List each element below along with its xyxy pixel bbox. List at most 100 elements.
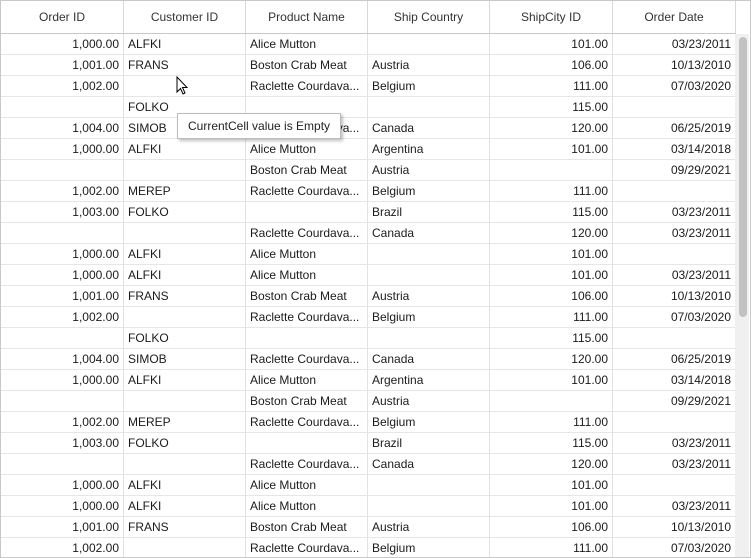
- cell-customer-id[interactable]: [124, 538, 246, 557]
- cell-order-id[interactable]: 1,000.00: [1, 496, 124, 517]
- table-row[interactable]: 1,000.00 ALFKI Alice Mutton 101.00: [1, 475, 736, 496]
- cell-order-id[interactable]: 1,004.00: [1, 118, 124, 139]
- cell-shipcity-id[interactable]: 101.00: [490, 475, 613, 496]
- cell-product-name[interactable]: Alice Mutton: [246, 139, 368, 160]
- column-header-customer-id[interactable]: Customer ID: [124, 1, 246, 33]
- cell-shipcity-id[interactable]: 120.00: [490, 454, 613, 475]
- scrollbar-thumb[interactable]: [739, 37, 747, 317]
- cell-customer-id[interactable]: [124, 307, 246, 328]
- cell-order-date[interactable]: [613, 244, 736, 265]
- cell-customer-id[interactable]: FRANS: [124, 55, 246, 76]
- cell-product-name[interactable]: Raclette Courdava...: [246, 181, 368, 202]
- cell-ship-country[interactable]: Brazil: [368, 202, 490, 223]
- cell-order-date[interactable]: 03/14/2018: [613, 370, 736, 391]
- cell-order-date[interactable]: 03/23/2011: [613, 34, 736, 55]
- cell-shipcity-id[interactable]: 101.00: [490, 496, 613, 517]
- table-row[interactable]: 1,000.00 ALFKI Alice Mutton Argentina 101.00…: [1, 370, 736, 391]
- table-row[interactable]: Raclette Courdava... Canada 120.00 03/23/20…: [1, 454, 736, 475]
- cell-product-name[interactable]: Alice Mutton: [246, 244, 368, 265]
- cell-shipcity-id[interactable]: 101.00: [490, 370, 613, 391]
- cell-shipcity-id[interactable]: 111.00: [490, 307, 613, 328]
- table-row[interactable]: 1,000.00 ALFKI Alice Mutton 101.00: [1, 244, 736, 265]
- cell-ship-country[interactable]: Brazil: [368, 433, 490, 454]
- table-row[interactable]: Boston Crab Meat Austria 09/29/2021: [1, 160, 736, 181]
- column-header-shipcity-id[interactable]: ShipCity ID: [490, 1, 613, 33]
- cell-ship-country[interactable]: Austria: [368, 286, 490, 307]
- cell-ship-country[interactable]: Argentina: [368, 370, 490, 391]
- cell-shipcity-id[interactable]: 115.00: [490, 97, 613, 118]
- cell-order-id[interactable]: [1, 97, 124, 118]
- cell-ship-country[interactable]: [368, 475, 490, 496]
- cell-customer-id[interactable]: ALFKI: [124, 265, 246, 286]
- cell-customer-id[interactable]: ALFKI: [124, 370, 246, 391]
- cell-order-id[interactable]: 1,001.00: [1, 517, 124, 538]
- cell-product-name[interactable]: Raclette Courdava...: [246, 412, 368, 433]
- cell-ship-country[interactable]: [368, 265, 490, 286]
- cell-customer-id[interactable]: FOLKO: [124, 328, 246, 349]
- table-row[interactable]: 1,002.00 Raclette Courdava... Belgium 111.0…: [1, 76, 736, 97]
- cell-customer-id[interactable]: [124, 223, 246, 244]
- cell-order-date[interactable]: [613, 475, 736, 496]
- column-header-ship-country[interactable]: Ship Country: [368, 1, 490, 33]
- cell-ship-country[interactable]: [368, 244, 490, 265]
- cell-order-id[interactable]: [1, 328, 124, 349]
- cell-ship-country[interactable]: [368, 328, 490, 349]
- cell-order-date[interactable]: 07/03/2020: [613, 538, 736, 557]
- cell-order-id[interactable]: 1,002.00: [1, 412, 124, 433]
- cell-ship-country[interactable]: Austria: [368, 391, 490, 412]
- cell-order-date[interactable]: 09/29/2021: [613, 160, 736, 181]
- cell-shipcity-id[interactable]: 106.00: [490, 55, 613, 76]
- cell-product-name[interactable]: Boston Crab Meat: [246, 55, 368, 76]
- cell-order-date[interactable]: 07/03/2020: [613, 307, 736, 328]
- cell-order-id[interactable]: 1,000.00: [1, 475, 124, 496]
- cell-customer-id[interactable]: [124, 76, 246, 97]
- cell-order-id[interactable]: 1,000.00: [1, 265, 124, 286]
- table-row[interactable]: 1,002.00 Raclette Courdava... Belgium 111.0…: [1, 538, 736, 557]
- cell-ship-country[interactable]: Belgium: [368, 412, 490, 433]
- cell-order-date[interactable]: 03/23/2011: [613, 433, 736, 454]
- cell-shipcity-id[interactable]: 111.00: [490, 76, 613, 97]
- cell-shipcity-id[interactable]: 101.00: [490, 265, 613, 286]
- cell-order-date[interactable]: 06/25/2019: [613, 118, 736, 139]
- cell-order-date[interactable]: [613, 181, 736, 202]
- cell-order-id[interactable]: 1,001.00: [1, 286, 124, 307]
- cell-shipcity-id[interactable]: 120.00: [490, 349, 613, 370]
- cell-shipcity-id[interactable]: [490, 391, 613, 412]
- column-header-product-name[interactable]: Product Name: [246, 1, 368, 33]
- cell-order-id[interactable]: 1,002.00: [1, 538, 124, 557]
- cell-ship-country[interactable]: [368, 34, 490, 55]
- cell-customer-id[interactable]: [124, 160, 246, 181]
- cell-customer-id[interactable]: ALFKI: [124, 244, 246, 265]
- cell-customer-id[interactable]: [124, 391, 246, 412]
- table-row[interactable]: FOLKO 115.00: [1, 97, 736, 118]
- cell-order-id[interactable]: [1, 391, 124, 412]
- cell-order-id[interactable]: 1,000.00: [1, 139, 124, 160]
- cell-order-id[interactable]: 1,002.00: [1, 307, 124, 328]
- cell-order-id[interactable]: 1,003.00: [1, 202, 124, 223]
- cell-customer-id[interactable]: FOLKO: [124, 433, 246, 454]
- cell-order-id[interactable]: 1,000.00: [1, 34, 124, 55]
- cell-shipcity-id[interactable]: 106.00: [490, 517, 613, 538]
- table-row[interactable]: 1,002.00 MEREP Raclette Courdava... Belgium…: [1, 181, 736, 202]
- cell-product-name[interactable]: Alice Mutton: [246, 34, 368, 55]
- cell-order-date[interactable]: 03/23/2011: [613, 496, 736, 517]
- cell-order-date[interactable]: [613, 412, 736, 433]
- cell-ship-country[interactable]: Belgium: [368, 181, 490, 202]
- cell-order-date[interactable]: 06/25/2019: [613, 349, 736, 370]
- cell-order-id[interactable]: [1, 454, 124, 475]
- cell-product-name[interactable]: Alice Mutton: [246, 475, 368, 496]
- cell-order-date[interactable]: 03/23/2011: [613, 223, 736, 244]
- cell-product-name[interactable]: [246, 433, 368, 454]
- cell-product-name[interactable]: Alice Mutton: [246, 265, 368, 286]
- cell-customer-id[interactable]: ALFKI: [124, 34, 246, 55]
- cell-customer-id[interactable]: ALFKI: [124, 139, 246, 160]
- cell-ship-country[interactable]: Canada: [368, 118, 490, 139]
- cell-product-name[interactable]: Raclette Courdava...: [246, 76, 368, 97]
- cell-product-name[interactable]: [246, 202, 368, 223]
- cell-order-date[interactable]: 07/03/2020: [613, 76, 736, 97]
- cell-order-id[interactable]: [1, 223, 124, 244]
- cell-ship-country[interactable]: [368, 97, 490, 118]
- table-row[interactable]: 1,001.00 FRANS Boston Crab Meat Austria 106.…: [1, 286, 736, 307]
- cell-ship-country[interactable]: Belgium: [368, 76, 490, 97]
- cell-shipcity-id[interactable]: 115.00: [490, 433, 613, 454]
